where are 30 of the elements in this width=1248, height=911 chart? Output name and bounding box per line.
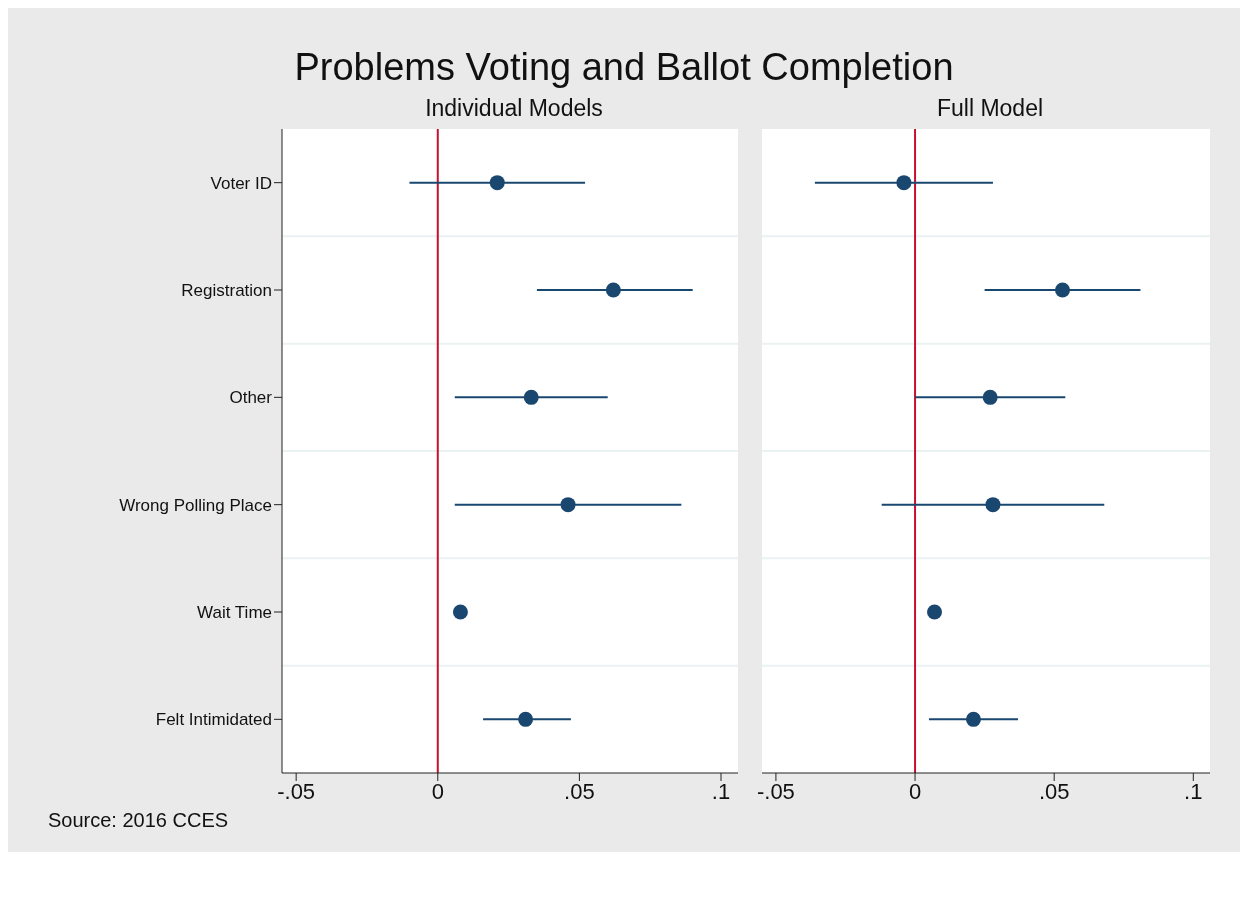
y-tick-label: Other <box>229 388 273 408</box>
point <box>1055 282 1071 298</box>
point <box>927 604 943 620</box>
x-tick-label: -.05 <box>756 778 795 804</box>
y-tick-label: Wrong Polling Place <box>119 495 272 515</box>
point <box>896 175 912 191</box>
point <box>605 282 621 298</box>
point <box>523 389 539 405</box>
source-note: Source: 2016 CCES <box>47 809 230 832</box>
y-tick-label: Wait Time <box>197 603 272 623</box>
x-tick-label: -.05 <box>277 778 316 804</box>
x-tick-label: 0 <box>431 778 444 804</box>
chart-title: Problems Voting and Ballot Completion <box>293 46 955 89</box>
point <box>982 389 998 405</box>
chart-subtitle: Full Model <box>935 95 1045 123</box>
point <box>452 604 468 620</box>
point <box>518 711 534 727</box>
point <box>985 497 1001 513</box>
x-tick-label: .1 <box>711 778 731 804</box>
chart-subtitle: Individual Models <box>424 95 604 123</box>
x-tick-label: .05 <box>564 778 595 804</box>
point <box>489 175 505 191</box>
y-tick-label: Registration <box>181 281 272 301</box>
x-tick-label: 0 <box>908 778 922 804</box>
point <box>560 497 576 513</box>
point <box>965 711 981 727</box>
x-tick-label: .05 <box>1038 778 1070 804</box>
x-tick-label: .1 <box>1184 778 1203 804</box>
y-tick-label: Felt Intimidated <box>155 710 272 730</box>
y-tick-label: Voter ID <box>210 173 272 193</box>
